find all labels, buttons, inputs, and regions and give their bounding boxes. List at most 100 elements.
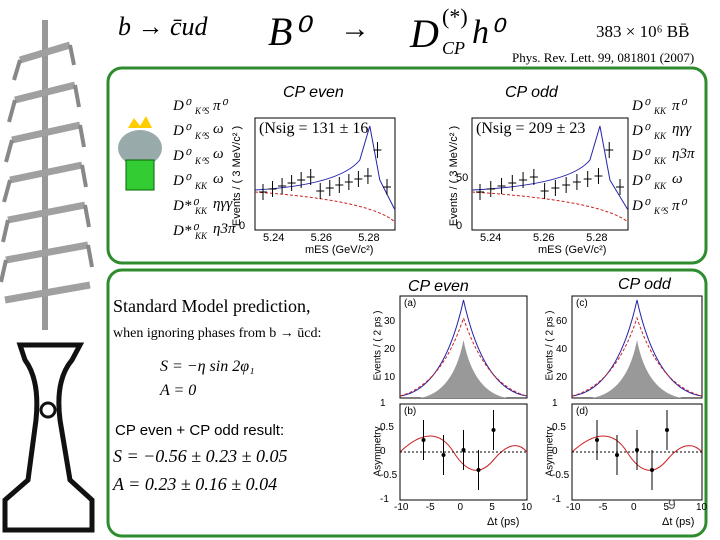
tag: (d) xyxy=(576,406,589,417)
data-point xyxy=(635,448,639,452)
y-title: Events / ( 2 ps ) xyxy=(544,310,556,381)
x-title: mES (GeV/c²) xyxy=(538,244,607,256)
y-tick-label: 0.5 xyxy=(552,422,566,433)
x-title: Δt (ps) xyxy=(662,516,695,528)
x-tick-label: 5.28 xyxy=(358,232,380,244)
data-point xyxy=(650,468,654,472)
x-tick-label: 10 xyxy=(696,502,708,513)
decay-arrow: → xyxy=(340,12,370,45)
prediction-title: Standard Model prediction, xyxy=(113,296,311,316)
x-tick-label: 5.26 xyxy=(310,232,333,244)
elephant xyxy=(118,116,162,191)
y-tick-label: 0 xyxy=(456,220,463,232)
cp-even: CP even xyxy=(283,84,344,101)
mode-sub: KK xyxy=(195,206,208,216)
background-curve xyxy=(254,191,396,223)
events: 383 × 10⁶ BB̄ xyxy=(596,22,690,41)
mode-sub: KK xyxy=(195,181,208,191)
mode-base: D⁰ xyxy=(173,173,190,189)
mode-tail: η3π xyxy=(672,146,695,162)
prediction-note: when ignoring phases from b → ūcd: xyxy=(113,326,322,341)
result-s: S = −0.56 ± 0.23 ± 0.05 xyxy=(113,446,288,466)
decay-sub: CP xyxy=(442,38,466,58)
data-point xyxy=(491,428,496,432)
reference: Phys. Rev. Lett. 99, 081801 (2007) xyxy=(512,50,695,65)
data-point xyxy=(441,453,446,457)
x-tick-label: 10 xyxy=(521,502,533,513)
y-tick-label: 60 xyxy=(556,316,568,327)
y-tick-label: 0 xyxy=(239,220,246,232)
background-curve xyxy=(471,191,629,223)
decay-left: b → c̄ud xyxy=(118,12,208,41)
y-tick-label: 40 xyxy=(556,344,568,355)
mode-sub: KK xyxy=(195,231,208,241)
mode-tail: π⁰ xyxy=(213,98,227,114)
fit-curve xyxy=(471,125,629,211)
tag: (a) xyxy=(404,298,417,309)
cp-odd-bottom: CP odd xyxy=(618,276,671,293)
pagoda xyxy=(0,20,95,533)
x-tick-label: 5.28 xyxy=(586,232,608,244)
x-tick-label: -10 xyxy=(394,502,409,513)
nsig: (Nsig = 131 ± 16 xyxy=(259,120,369,137)
x-tick-label: -5 xyxy=(598,502,608,513)
mode-base: D⁰ xyxy=(173,98,190,114)
cp-even-bottom: CP even xyxy=(408,278,469,295)
x-tick-label: 0 xyxy=(457,502,464,513)
mode-base: D*⁰ xyxy=(173,223,198,239)
mode-sub: KK xyxy=(654,156,667,166)
plot-frame xyxy=(254,117,396,231)
mode-sub: KK xyxy=(654,181,667,191)
data-point xyxy=(595,438,599,442)
result-title: CP even + CP odd result: xyxy=(115,422,285,439)
sm-a: A = 0 xyxy=(160,382,197,399)
mode-tail: ω xyxy=(213,146,224,162)
mode-base: D⁰ xyxy=(632,173,649,189)
mode-sub: K⁰S xyxy=(195,156,210,166)
data-point xyxy=(421,438,426,442)
top-box xyxy=(106,66,708,265)
mode-base: D⁰ xyxy=(632,198,649,214)
x-title: Δt (ps) xyxy=(487,516,520,528)
fit-red xyxy=(571,316,703,397)
asym-curve xyxy=(399,435,528,471)
y-tick-label: 1 xyxy=(380,398,386,409)
y-tick-label: -0.5 xyxy=(380,470,398,481)
y-tick-label: 1 xyxy=(552,398,558,409)
plots xyxy=(254,117,703,501)
bottom-box xyxy=(106,268,708,538)
plot-frame xyxy=(471,117,629,231)
fit-red xyxy=(399,316,528,397)
decay-tail: h⁰ xyxy=(472,14,503,51)
nsig: (Nsig = 209 ± 23 xyxy=(476,120,586,137)
x-title: mES (GeV/c²) xyxy=(305,244,374,256)
data-point xyxy=(615,453,619,457)
y-title: Asymmetry xyxy=(544,426,556,477)
mode-base: D⁰ xyxy=(632,123,649,139)
data-point xyxy=(461,448,466,452)
tag: (b) xyxy=(404,406,417,417)
mode-tail: ω xyxy=(213,171,224,187)
mode-base: D*⁰ xyxy=(173,198,198,214)
x-tick-label: 5.24 xyxy=(263,232,285,244)
y-tick-label: 10 xyxy=(384,372,396,383)
mode-sub: KK xyxy=(654,106,667,116)
x-tick-label: -5 xyxy=(425,502,435,513)
mode-base: D⁰ xyxy=(632,148,649,164)
mode-tail: π⁰ xyxy=(672,98,686,114)
mode-sub: K⁰S xyxy=(654,206,669,216)
mode-tail: ω xyxy=(213,121,224,137)
decay-lhs: B⁰ xyxy=(268,9,309,54)
mode-tail: ηγγ xyxy=(672,121,692,137)
y-tick-label: -1 xyxy=(380,494,389,505)
x-tick-label: -10 xyxy=(566,502,581,513)
x-tick-label: 5.26 xyxy=(533,232,555,244)
fit-blue xyxy=(399,299,528,397)
mode-sub: K⁰S xyxy=(195,106,210,116)
y-title: Events / ( 3 MeV/c² ) xyxy=(231,125,243,227)
y-tick-label: -0.5 xyxy=(552,470,570,481)
fit-blue xyxy=(571,299,703,397)
y-tick-label: 20 xyxy=(556,372,568,383)
y-tick-label: 50 xyxy=(456,172,469,184)
